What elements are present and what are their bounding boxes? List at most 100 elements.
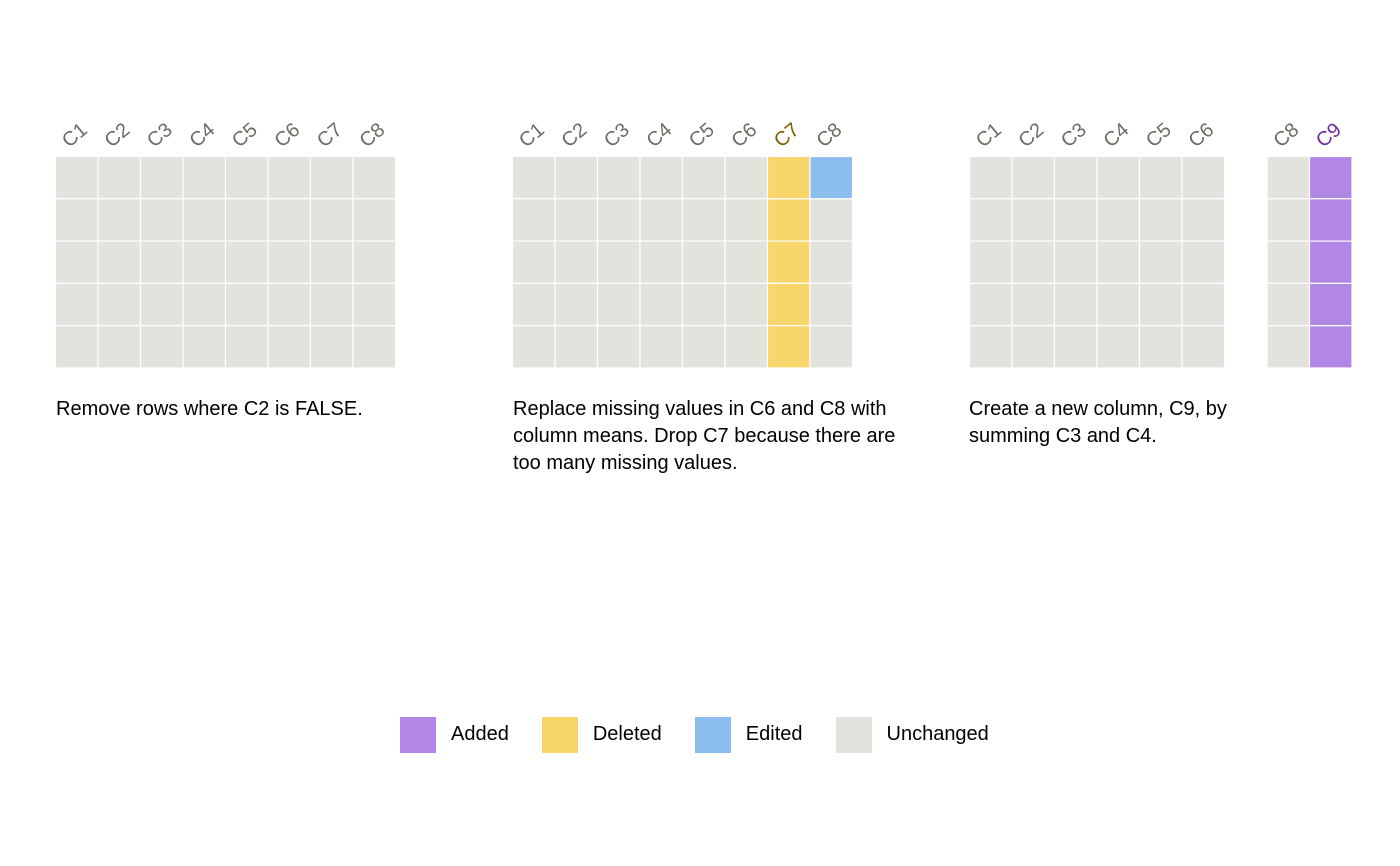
panel-3-cell-c2-r5 xyxy=(1011,325,1056,369)
panel-1-cell-c7-r1 xyxy=(309,155,354,200)
panel-3-cell-c6-r1 xyxy=(1181,155,1226,200)
panel-1-cell-c8-r5 xyxy=(352,325,397,369)
panel-1-cell-c4-r1 xyxy=(182,155,227,200)
panel-3-cell-c5-r2 xyxy=(1138,198,1183,242)
panel-2-cell-c1-r3 xyxy=(511,240,556,285)
panel-1-cell-c4-r4 xyxy=(182,282,227,327)
panel-3-cell-c8-r2 xyxy=(1266,198,1311,242)
panel-3-cell-c5-r1 xyxy=(1138,155,1183,200)
panel-1-cell-c1-r1 xyxy=(54,155,99,200)
panel-1-cell-c8-r3 xyxy=(352,240,397,285)
panel-1-cell-c5-r3 xyxy=(224,240,269,285)
panel-1-cell-c7-r5 xyxy=(309,325,354,369)
panel-2-cell-c2-r4 xyxy=(554,282,599,327)
panel-2-cell-c7-r2 xyxy=(766,198,811,242)
panel-1-cell-c6-r5 xyxy=(267,325,312,369)
panel-2-cell-c2-r3 xyxy=(554,240,599,285)
panel-3-cell-c9-r3 xyxy=(1308,240,1353,285)
panel-3-cell-c5-r3 xyxy=(1138,240,1183,285)
panel-2-header-c1: C1 xyxy=(515,119,549,152)
panel-3-cell-c8-r5 xyxy=(1266,325,1311,369)
panel-3-cell-c2-r2 xyxy=(1011,198,1056,242)
panel-1-cell-c4-r3 xyxy=(182,240,227,285)
panel-1-cell-c7-r2 xyxy=(309,198,354,242)
panel-1-header-c8: C8 xyxy=(356,119,390,152)
panel-3-cell-c3-r1 xyxy=(1053,155,1098,200)
panel-1-cell-c3-r3 xyxy=(139,240,184,285)
panel-3-header-c1: C1 xyxy=(972,119,1006,152)
legend-swatch-edited xyxy=(694,716,731,753)
panel-3-cell-c3-r5 xyxy=(1053,325,1098,369)
panel-2-cell-c5-r1 xyxy=(681,155,726,200)
panel-2-header-c8: C8 xyxy=(813,119,847,152)
panel-2-cell-c6-r5 xyxy=(724,325,769,369)
panel-2-header-c4: C4 xyxy=(643,119,677,152)
panel-1-header-c5: C5 xyxy=(228,119,262,152)
panel-3-cell-c6-r5 xyxy=(1181,325,1226,369)
panel-3-header-c9: C9 xyxy=(1312,119,1346,152)
panel-3-cell-c9-r1 xyxy=(1308,155,1353,200)
panel-3-cell-c2-r3 xyxy=(1011,240,1056,285)
panel-1-cell-c6-r4 xyxy=(267,282,312,327)
panel-3-cell-c4-r5 xyxy=(1096,325,1141,369)
panel-3-cell-c1-r3 xyxy=(968,240,1013,285)
panel-2-cell-c1-r5 xyxy=(511,325,556,369)
panel-1-header-c7: C7 xyxy=(313,119,347,152)
panel-3-cell-c9-r4 xyxy=(1308,282,1353,327)
panel-3-cell-c8-r3 xyxy=(1266,240,1311,285)
panel-1-cell-c4-r2 xyxy=(182,198,227,242)
panel-3-cell-c9-r5 xyxy=(1308,325,1353,369)
panel-1-caption: Remove rows where C2 is FALSE. xyxy=(56,398,363,420)
panel-3-cell-c3-r4 xyxy=(1053,282,1098,327)
panel-1-cell-c1-r3 xyxy=(54,240,99,285)
panel-2-cell-c4-r4 xyxy=(639,282,684,327)
legend-label-edited: Edited xyxy=(745,723,803,745)
legend-label-unchanged: Unchanged xyxy=(886,723,989,745)
panel-1-cell-c3-r4 xyxy=(139,282,184,327)
panel-3-cell-c5-r5 xyxy=(1138,325,1183,369)
panel-2-header-c2: C2 xyxy=(558,119,592,152)
panel-3-cell-c1-r4 xyxy=(968,282,1013,327)
panel-1-cell-c3-r1 xyxy=(139,155,184,200)
panel-1-cell-c2-r2 xyxy=(97,198,142,242)
panel-1-cell-c1-r2 xyxy=(54,198,99,242)
panel-1-cell-c7-r3 xyxy=(309,240,354,285)
panel-1-cell-c7-r4 xyxy=(309,282,354,327)
legend-swatch-unchanged xyxy=(835,716,872,753)
legend-swatch-added xyxy=(400,716,436,753)
panel-3-cell-c6-r4 xyxy=(1181,282,1226,327)
panel-2-cell-c3-r3 xyxy=(596,240,641,285)
panel-2-cell-c5-r4 xyxy=(681,282,726,327)
legend-item-unchanged: Unchanged xyxy=(835,716,989,753)
panel-3-cell-c8-r1 xyxy=(1266,155,1311,200)
panel-2-cell-c8-r1 xyxy=(809,155,854,200)
panel-3-cell-c4-r1 xyxy=(1096,155,1141,200)
panel-3-cell-c2-r4 xyxy=(1011,282,1056,327)
panel-1-cell-c2-r1 xyxy=(97,155,142,200)
panel-2-cell-c8-r3 xyxy=(809,240,854,285)
panel-1-header-c2: C2 xyxy=(101,119,135,152)
panel-2-grid: C1 C2 C3 C4 C5 C6 C7 C8 xyxy=(511,119,854,369)
panel-3-cell-c9-r2 xyxy=(1308,198,1353,242)
panel-1-cell-c3-r2 xyxy=(139,198,184,242)
panel-2-cell-c7-r4 xyxy=(766,282,811,327)
panel-2-caption: Replace missing values in C6 and C8 with… xyxy=(513,398,896,474)
panel-2-cell-c8-r2 xyxy=(809,198,854,242)
panel-3-header-c6: C6 xyxy=(1185,119,1219,152)
panel-1-header-c1: C1 xyxy=(58,119,92,152)
panel-2-cell-c7-r3 xyxy=(766,240,811,285)
panel-2-cell-c6-r4 xyxy=(724,282,769,327)
panel-2-cell-c6-r3 xyxy=(724,240,769,285)
panel-2-cell-c8-r5 xyxy=(809,325,854,369)
panel-1-grid: C1 C2 C3 C4 C5 C6 C7 C8 xyxy=(54,119,397,369)
panel-1-cell-c8-r1 xyxy=(352,155,397,200)
panel-3-cell-c4-r4 xyxy=(1096,282,1141,327)
panel-1-cell-c5-r4 xyxy=(224,282,269,327)
panel-2-cell-c2-r1 xyxy=(554,155,599,200)
panel-1-cell-c5-r5 xyxy=(224,325,269,369)
panel-3-cell-c6-r3 xyxy=(1181,240,1226,285)
panel-1-cell-c3-r5 xyxy=(139,325,184,369)
panel-2-cell-c8-r4 xyxy=(809,282,854,327)
panel-2-header-c6: C6 xyxy=(728,119,762,152)
panel-1-cell-c5-r1 xyxy=(224,155,269,200)
